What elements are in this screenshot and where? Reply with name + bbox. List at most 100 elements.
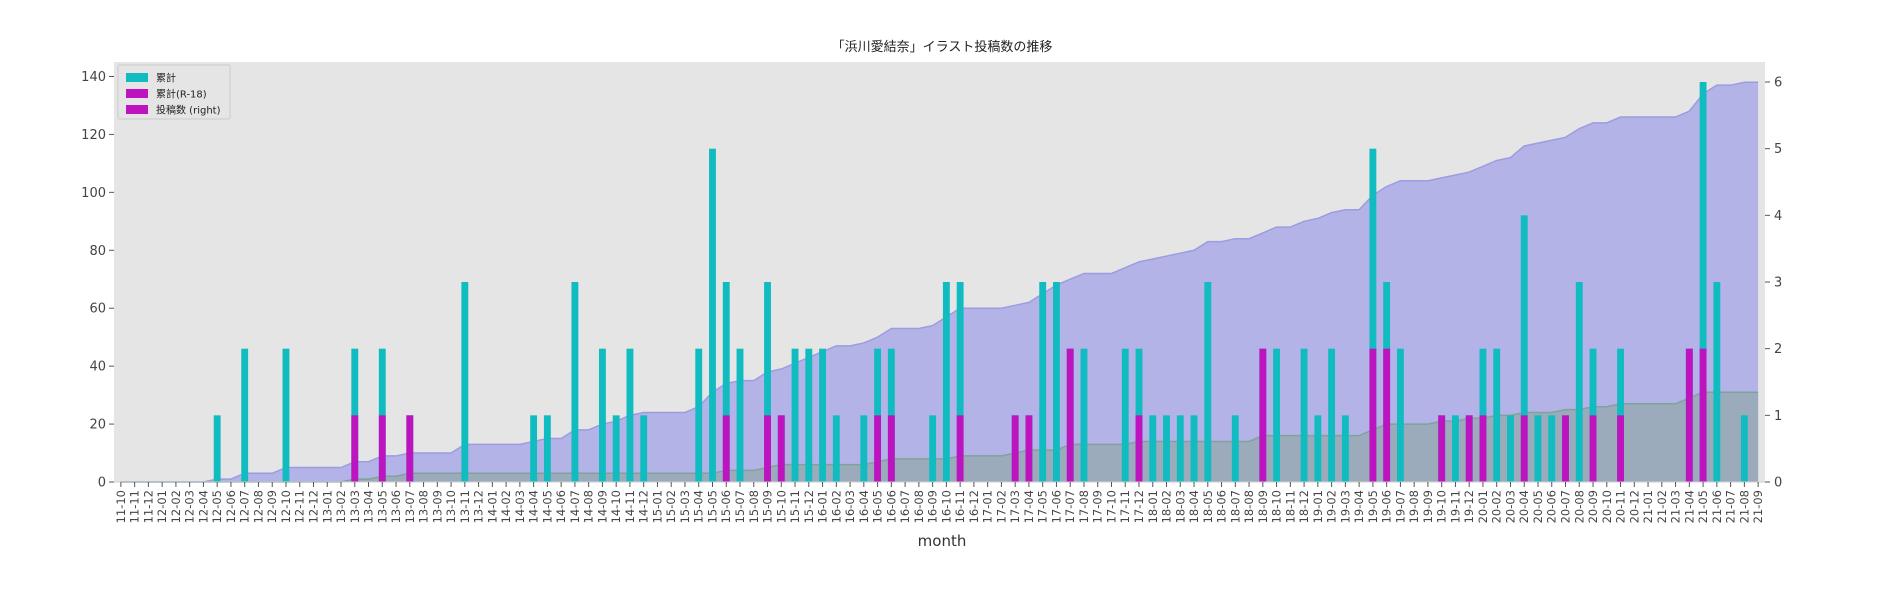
x-tick-label: 18-02 <box>1160 490 1174 523</box>
y-tick-label: 120 <box>81 128 106 143</box>
post-count-r18-bar <box>351 415 359 482</box>
post-count-bar <box>1396 348 1404 482</box>
y-tick-label: 140 <box>81 70 106 85</box>
x-tick-label: 21-04 <box>1682 490 1696 523</box>
post-count-r18-bar <box>1438 415 1446 482</box>
x-tick-label: 18-05 <box>1201 490 1215 523</box>
x-tick-label: 21-03 <box>1669 490 1683 523</box>
x-tick-label: 14-11 <box>623 490 637 523</box>
post-count-bar <box>1190 415 1198 482</box>
x-tick-label: 13-08 <box>417 490 431 523</box>
post-count-bar <box>929 415 937 482</box>
post-count-r18-bar <box>1135 415 1143 482</box>
x-tick-label: 15-12 <box>802 490 816 523</box>
post-count-bar <box>282 348 290 482</box>
post-count-r18-bar <box>1699 348 1707 482</box>
legend-label: 投稿数 (right) <box>156 104 221 117</box>
x-tick-label: 12-01 <box>155 490 169 523</box>
x-tick-label: 19-02 <box>1325 490 1339 523</box>
x-tick-label: 16-05 <box>871 490 885 523</box>
x-tick-label: 17-06 <box>1049 490 1063 523</box>
post-count-r18-bar <box>1259 348 1267 482</box>
post-count-bar <box>1176 415 1184 482</box>
x-tick-label: 20-09 <box>1586 490 1600 523</box>
x-tick-label: 16-07 <box>898 490 912 523</box>
x-tick-label: 14-04 <box>527 490 541 523</box>
x-tick-label: 16-09 <box>926 490 940 523</box>
x-tick-label: 16-01 <box>816 490 830 523</box>
post-count-r18-bar <box>777 415 785 482</box>
post-count-r18-bar <box>406 415 414 482</box>
post-count-bar <box>1507 415 1514 482</box>
x-tick-label: 17-03 <box>1008 490 1022 523</box>
post-count-r18-bar <box>1369 348 1377 482</box>
x-tick-label: 15-02 <box>664 490 678 523</box>
x-tick-label: 20-08 <box>1572 490 1586 523</box>
post-count-bar <box>213 415 221 482</box>
x-tick-label: 14-03 <box>513 490 527 523</box>
post-count-r18-bar <box>1011 415 1019 482</box>
x-tick-label: 12-05 <box>210 490 224 523</box>
post-count-bar <box>1163 415 1170 482</box>
bar-layer <box>213 82 1748 483</box>
legend-label: 累計(R-18) <box>156 88 207 101</box>
post-count-bar <box>1053 282 1060 482</box>
x-tick-label: 17-12 <box>1132 490 1146 523</box>
post-count-r18-bar <box>1465 415 1473 482</box>
x-tick-label: 20-01 <box>1476 490 1490 523</box>
post-count-bar <box>722 282 730 482</box>
x-tick-label: 19-09 <box>1421 490 1435 523</box>
x-tick-label: 18-12 <box>1297 490 1311 523</box>
x-tick-label: 13-07 <box>403 490 417 523</box>
x-tick-label: 16-04 <box>857 490 871 523</box>
post-count-bar <box>530 415 538 482</box>
x-tick-label: 15-03 <box>678 490 692 523</box>
post-count-bar <box>241 348 249 482</box>
post-count-bar <box>1534 415 1542 482</box>
x-tick-label: 17-05 <box>1036 490 1050 523</box>
x-tick-label: 12-02 <box>169 490 183 523</box>
x-tick-label: 13-11 <box>458 490 472 523</box>
x-tick-label: 20-11 <box>1614 490 1628 523</box>
post-count-r18-bar <box>1520 415 1528 482</box>
x-tick-label: 15-10 <box>774 490 788 523</box>
post-count-r18-bar <box>722 415 730 482</box>
x-tick-label: 20-02 <box>1490 490 1504 523</box>
y-tick-label: 20 <box>89 418 106 433</box>
post-count-r18-bar <box>874 415 882 482</box>
post-count-bar <box>571 282 579 482</box>
x-tick-label: 15-04 <box>692 490 706 523</box>
x-tick-label: 17-01 <box>981 490 995 523</box>
x-tick-label: 18-10 <box>1270 490 1284 523</box>
y2-tick-label: 2 <box>1774 342 1782 357</box>
post-count-r18-bar <box>1589 415 1597 482</box>
post-count-bar <box>1369 148 1377 482</box>
post-count-r18-bar <box>378 415 386 482</box>
x-tick-label: 14-02 <box>499 490 513 523</box>
x-tick-label: 18-06 <box>1215 490 1229 523</box>
x-tick-label: 12-08 <box>251 490 265 523</box>
post-count-r18-bar <box>1383 348 1391 482</box>
post-count-r18-bar <box>1562 415 1569 482</box>
x-tick-label: 17-11 <box>1118 490 1132 523</box>
x-tick-label: 20-07 <box>1559 490 1573 523</box>
x-tick-label: 12-07 <box>238 490 252 523</box>
legend-label: 累計 <box>156 72 176 85</box>
post-count-bar <box>791 348 799 482</box>
x-tick-label: 19-12 <box>1462 490 1476 523</box>
post-count-bar <box>1520 215 1528 483</box>
x-tick-label: 15-01 <box>650 490 664 523</box>
post-count-bar <box>956 282 964 482</box>
x-tick-label: 20-06 <box>1545 490 1559 523</box>
x-tick-label: 21-05 <box>1696 490 1710 523</box>
post-count-r18-bar <box>1066 348 1074 482</box>
post-count-bar <box>1548 415 1556 482</box>
y2-tick-label: 1 <box>1774 409 1782 424</box>
y2-tick-label: 0 <box>1774 476 1782 491</box>
x-tick-label: 19-05 <box>1366 490 1380 523</box>
post-count-bar <box>1575 282 1583 482</box>
x-tick-label: 21-02 <box>1655 490 1669 523</box>
x-tick-label: 13-12 <box>472 490 486 523</box>
x-tick-label: 18-07 <box>1228 490 1242 523</box>
